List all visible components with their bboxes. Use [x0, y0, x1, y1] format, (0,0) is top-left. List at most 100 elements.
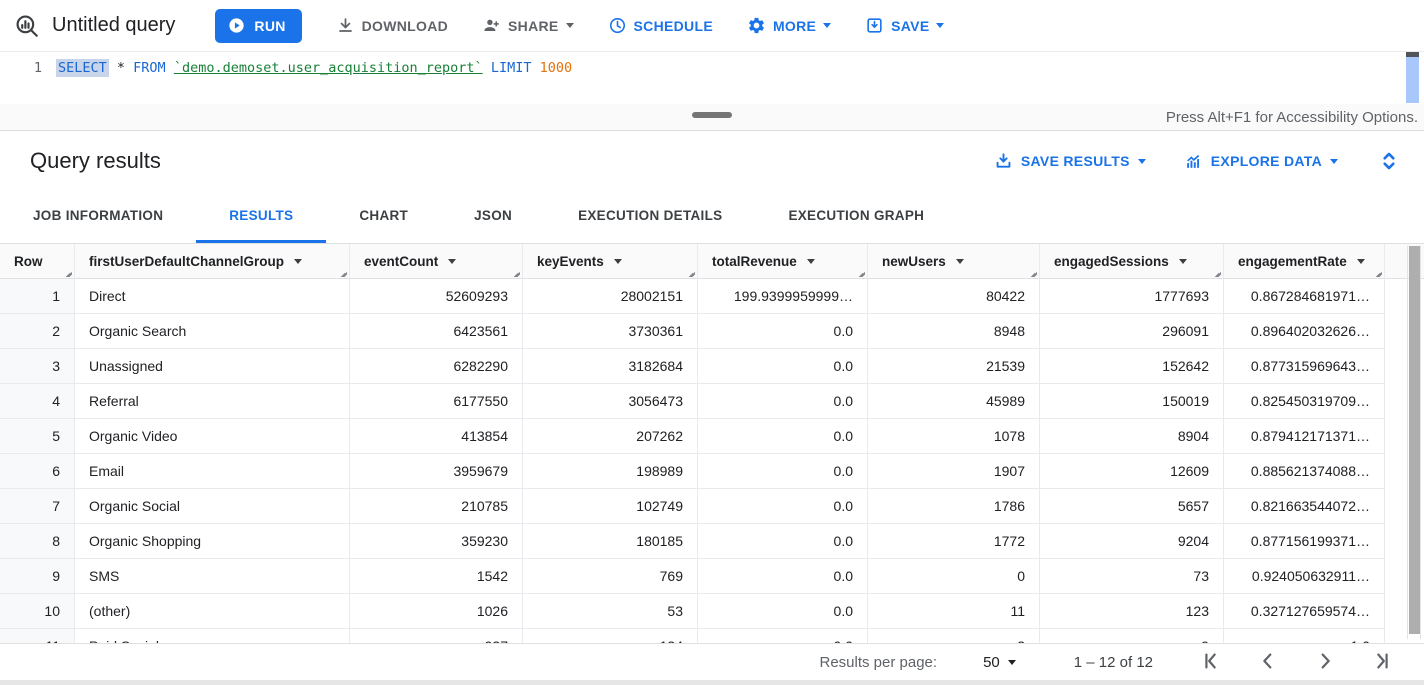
save-results-button[interactable]: SAVE RESULTS [994, 152, 1146, 171]
results-per-page-label: Results per page: [819, 653, 938, 671]
data-cell: 53 [523, 594, 698, 629]
sql-code-line[interactable]: SELECT * FROM `demo.demoset.user_acquisi… [56, 59, 573, 77]
table-row: 8 Organic Shopping 359230 180185 0.0 1772 9204… [0, 524, 1424, 559]
explore-data-button[interactable]: EXPLORE DATA [1184, 152, 1338, 171]
data-cell: (other) [75, 594, 350, 629]
data-cell: 207262 [523, 419, 698, 454]
data-cell: Direct [75, 279, 350, 314]
editor-toolbar: Untitled query RUN DOWNLOAD SHARE [0, 0, 1424, 52]
editor-scrollbar[interactable] [1406, 52, 1419, 104]
sql-table-reference-link[interactable]: `demo.demoset.user_acquisition_report` [173, 60, 483, 76]
data-cell: 937 [350, 629, 523, 643]
column-header-Row[interactable]: Row [0, 244, 75, 279]
more-button[interactable]: MORE [747, 8, 832, 44]
column-menu-caret-icon[interactable] [955, 259, 964, 264]
column-menu-caret-icon[interactable] [806, 259, 815, 264]
data-cell: 0.0 [698, 384, 868, 419]
sql-keyword-select: SELECT [56, 59, 109, 77]
data-cell: 0.877315969643… [1224, 349, 1385, 384]
tab-execution-graph[interactable]: EXECUTION GRAPH [788, 208, 925, 223]
data-cell: 2 [868, 629, 1040, 643]
table-vertical-scrollbar[interactable] [1407, 246, 1421, 639]
column-label: engagedSessions [1054, 254, 1169, 269]
column-menu-caret-icon[interactable] [448, 259, 457, 264]
table-row: 6 Email 3959679 198989 0.0 1907 12609 0.8856213… [0, 454, 1424, 489]
column-header-eventCount[interactable]: eventCount [350, 244, 523, 279]
run-button[interactable]: RUN [215, 8, 302, 43]
data-cell: 180185 [523, 524, 698, 559]
data-cell: 0.0 [698, 594, 868, 629]
data-cell: 0.0 [698, 454, 868, 489]
download-icon [338, 18, 352, 32]
tab-execution-details[interactable]: EXECUTION DETAILS [578, 208, 723, 223]
data-cell: 5657 [1040, 489, 1224, 524]
editor-scrollbar-thumb[interactable] [1406, 57, 1419, 103]
save-results-icon [996, 152, 1011, 168]
next-page-button[interactable] [1313, 650, 1337, 674]
schedule-button[interactable]: SCHEDULE [608, 8, 713, 44]
tab-job-information[interactable]: JOB INFORMATION [33, 208, 164, 223]
column-resize-grip[interactable] [854, 266, 865, 277]
data-cell: 11 [868, 594, 1040, 629]
column-menu-caret-icon[interactable] [1356, 259, 1365, 264]
data-cell: 12609 [1040, 454, 1224, 489]
pane-splitter: Press Alt+F1 for Accessibility Options. [0, 104, 1424, 131]
data-cell: 1777693 [1040, 279, 1224, 314]
column-header-totalRevenue[interactable]: totalRevenue [698, 244, 868, 279]
data-cell: 6177550 [350, 384, 523, 419]
save-icon [867, 18, 882, 33]
column-header-keyEvents[interactable]: keyEvents [523, 244, 698, 279]
page-size-select[interactable]: 50 [983, 654, 1016, 671]
column-resize-grip[interactable] [684, 266, 695, 277]
row-number-cell: 1 [0, 279, 75, 314]
table-scrollbar-thumb[interactable] [1409, 246, 1420, 634]
tab-chart[interactable]: CHART [359, 208, 409, 223]
data-cell: 102749 [523, 489, 698, 524]
data-cell: 198989 [523, 454, 698, 489]
row-number-cell: 11 [0, 629, 75, 643]
column-menu-caret-icon[interactable] [1178, 259, 1187, 264]
previous-page-button[interactable] [1256, 650, 1280, 674]
column-resize-grip[interactable] [1026, 266, 1037, 277]
query-title: Untitled query [52, 14, 176, 36]
column-menu-caret-icon[interactable] [613, 259, 622, 264]
splitter-drag-handle[interactable] [692, 112, 732, 118]
query-results-header: Query results SAVE RESULTS EXPLORE DATA [0, 131, 1424, 191]
data-cell: 0.825450319709… [1224, 384, 1385, 419]
first-page-button[interactable] [1199, 650, 1223, 674]
expand-results-button[interactable] [1376, 148, 1402, 174]
sql-keyword-from: FROM [133, 60, 166, 76]
data-cell: 0.0 [698, 559, 868, 594]
last-page-button[interactable] [1370, 650, 1394, 674]
column-resize-grip[interactable] [509, 266, 520, 277]
column-resize-grip[interactable] [1210, 266, 1221, 277]
data-cell: 0.821663544072… [1224, 489, 1385, 524]
tab-json[interactable]: JSON [474, 208, 513, 223]
data-cell: 769 [523, 559, 698, 594]
column-resize-grip[interactable] [1371, 266, 1382, 277]
table-header-row: Row firstUserDefaultChannelGroup eventCoun… [0, 244, 1424, 279]
table-row: 2 Organic Search 6423561 3730361 0.0 8948 2960… [0, 314, 1424, 349]
column-header-engagedSessions[interactable]: engagedSessions [1040, 244, 1224, 279]
download-button[interactable]: DOWNLOAD [336, 8, 448, 44]
column-resize-grip[interactable] [336, 266, 347, 277]
data-cell: 134 [523, 629, 698, 643]
data-cell: 45989 [868, 384, 1040, 419]
chevron-left-icon [1263, 653, 1272, 669]
accessibility-hint: Press Alt+F1 for Accessibility Options. [1165, 108, 1418, 126]
column-menu-caret-icon[interactable] [294, 259, 303, 264]
table-row: 11Paid Social9371340.0291.0 [0, 629, 1424, 643]
results-title: Query results [30, 148, 161, 173]
tab-results[interactable]: RESULTS [196, 191, 327, 243]
table-row: 1 Direct 52609293 28002151 199.9399959999… 80… [0, 279, 1424, 314]
save-button[interactable]: SAVE [865, 8, 945, 44]
column-resize-grip[interactable] [61, 266, 72, 277]
column-header-firstUserDefaultChannelGroup[interactable]: firstUserDefaultChannelGroup [75, 244, 350, 279]
column-header-engagementRate[interactable]: engagementRate [1224, 244, 1385, 279]
share-button[interactable]: SHARE [482, 8, 574, 44]
sql-editor[interactable]: 1 SELECT * FROM `demo.demoset.user_acqui… [0, 52, 1424, 104]
row-number-cell: 8 [0, 524, 75, 559]
column-header-newUsers[interactable]: newUsers [868, 244, 1040, 279]
data-cell: 0.924050632911… [1224, 559, 1385, 594]
column-label: keyEvents [537, 254, 604, 269]
